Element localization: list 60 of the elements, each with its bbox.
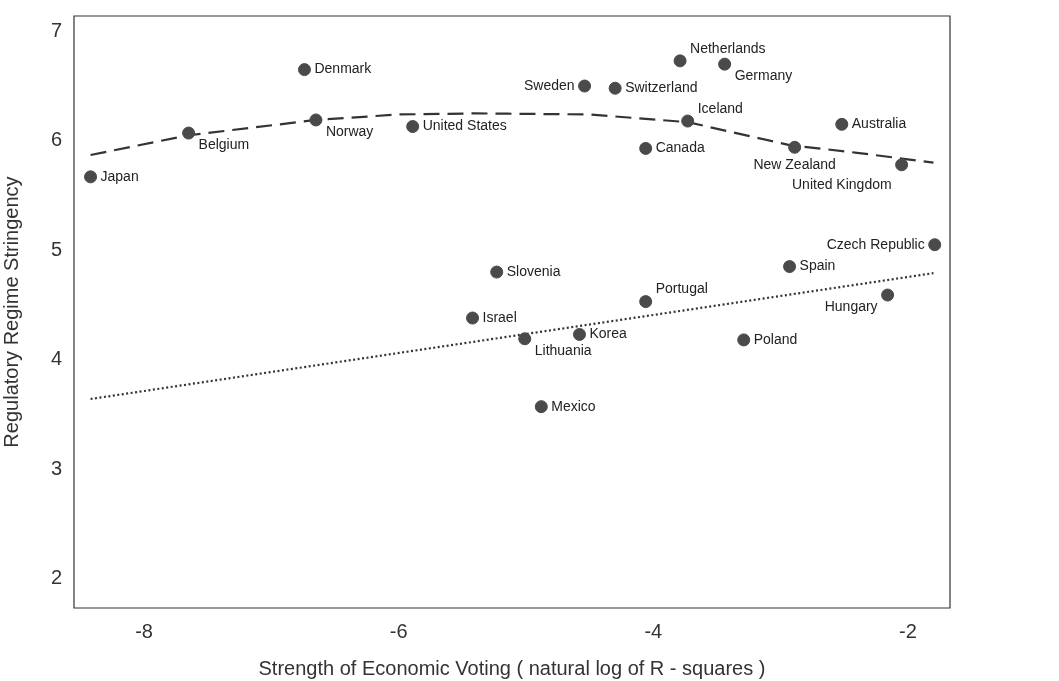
x-tick-label: -2 [899, 619, 917, 642]
y-tick-label: 5 [50, 237, 62, 260]
point [639, 295, 653, 309]
point [84, 170, 98, 184]
annotation: Mexico [551, 397, 596, 414]
annotation: Korea [589, 325, 628, 342]
point [572, 327, 586, 341]
point [718, 57, 732, 71]
x-tick-label: -8 [135, 619, 153, 642]
point [466, 311, 480, 325]
point [673, 54, 687, 68]
annotation: Belgium [198, 135, 250, 152]
point [835, 117, 849, 131]
annotation: Australia [851, 115, 907, 132]
annotation: Portugal [655, 280, 708, 297]
y-axis-title: Regulatory Regime Stringency [0, 176, 22, 448]
annotation: Spain [799, 257, 836, 274]
annotation: Sweden [523, 76, 575, 93]
annotation: Hungary [824, 297, 878, 314]
annotation: Iceland [697, 99, 743, 116]
annotation: Canada [655, 139, 705, 156]
annotation: Poland [753, 330, 798, 347]
point [881, 288, 895, 302]
annotation: Japan [100, 167, 139, 184]
point [783, 260, 797, 274]
annotation: Israel [482, 308, 517, 325]
point [639, 141, 653, 155]
annotation: Switzerland [625, 79, 698, 96]
point [578, 79, 592, 93]
point [895, 158, 909, 172]
annotation: Germany [734, 67, 793, 84]
annotation: United States [422, 117, 507, 134]
point [309, 113, 323, 127]
point [608, 81, 622, 95]
point [518, 332, 532, 346]
annotation: Netherlands [690, 39, 766, 56]
y-tick-label: 6 [50, 128, 62, 151]
point [737, 333, 751, 347]
point [534, 400, 548, 414]
x-tick-label: -4 [644, 619, 663, 642]
annotation: Lithuania [534, 341, 592, 358]
annotation: Norway [325, 122, 374, 139]
point [406, 120, 420, 134]
annotation: United Kingdom [792, 175, 892, 192]
annotation: Denmark [314, 60, 373, 77]
annotation: New Zealand [753, 156, 836, 173]
y-tick-label: 3 [50, 456, 62, 479]
point [182, 126, 196, 140]
point [788, 140, 802, 154]
annotation: Slovenia [506, 262, 561, 279]
annotation: Czech Republic [826, 235, 925, 252]
point [490, 265, 504, 279]
y-tick-label: 4 [50, 347, 62, 370]
point [928, 238, 942, 252]
x-axis-title: Strength of Economic Voting ( natural log of R - squares ) [258, 656, 766, 679]
x-tick-label: -6 [389, 619, 408, 642]
y-tick-label: 7 [50, 18, 62, 41]
point [681, 114, 695, 128]
y-tick-label: 2 [50, 565, 62, 588]
point [297, 63, 311, 77]
